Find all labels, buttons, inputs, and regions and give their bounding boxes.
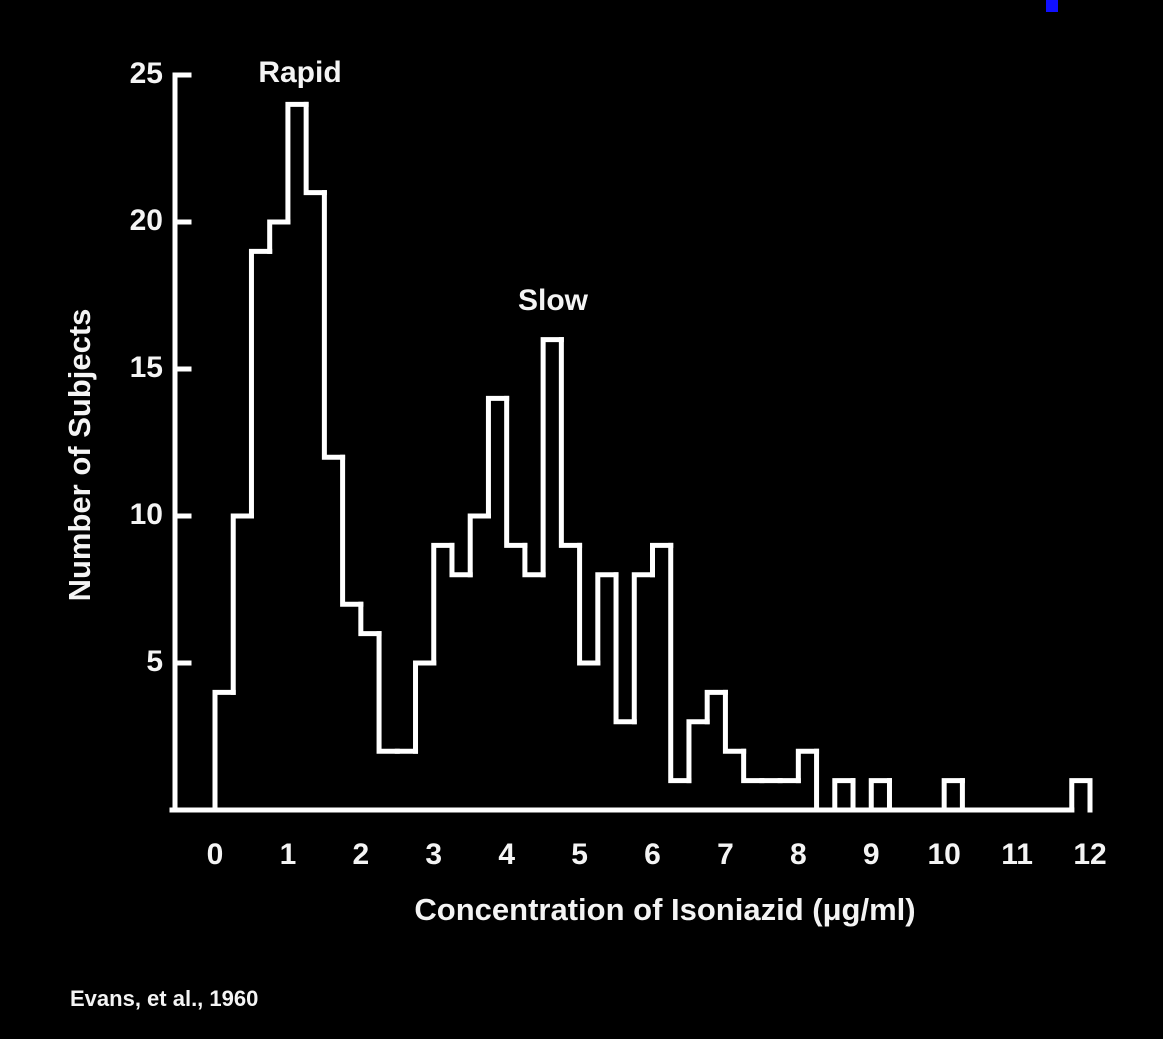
y-tick-label: 10 [130,498,163,531]
annotation: Rapid [258,56,341,89]
bar [467,513,491,578]
bar [832,778,856,813]
bar [814,748,838,813]
bar [959,778,984,813]
x-tick-label: 0 [207,838,224,871]
bar [303,101,327,196]
x-tick-label: 9 [863,838,880,871]
y-tick-label: 5 [146,645,163,678]
x-tick-label: 5 [571,838,588,871]
bar [248,248,273,519]
bar [886,778,911,813]
x-tick-label: 1 [280,838,297,871]
x-tick-label: 10 [927,838,960,871]
x-tick-label: 8 [790,838,807,871]
x-tick-label: 2 [352,838,369,871]
bar [212,689,236,813]
bar [686,719,710,784]
x-axis-label: Concentration of Isoniazid (μg/ml) [414,892,915,927]
y-tick-label: 25 [130,57,163,90]
y-tick-label: 15 [130,351,163,384]
bar [577,542,601,666]
bar [485,395,510,519]
bar [558,337,583,548]
y-tick-label: 20 [130,204,163,237]
bar [285,101,309,225]
bar [431,542,455,666]
bar [941,778,965,813]
x-tick-label: 3 [425,838,442,871]
x-tick-label: 11 [1001,838,1033,871]
annotation: Slow [518,284,589,317]
bar [1069,778,1093,813]
bar [321,190,346,460]
bar [504,395,528,548]
bar [868,778,892,813]
bar [722,689,747,754]
source: Evans, et al., 1960 [70,986,258,1011]
bar [540,337,564,578]
bar [340,454,364,607]
bar [413,660,437,754]
x-tick-label: 4 [498,838,515,871]
bar [704,689,728,725]
y-axis-label: Number of Subjects [62,309,97,602]
x-tick-label: 12 [1073,838,1106,871]
bar [631,572,655,725]
bar [650,542,674,578]
bar [230,513,254,695]
corner-mark [1046,0,1058,12]
bar [850,778,874,813]
bar [449,542,473,578]
x-tick-label: 6 [644,838,661,871]
bar [358,601,382,637]
bar [595,572,619,666]
bar [741,748,765,784]
bar [613,572,637,725]
x-tick-label: 7 [717,838,734,871]
bar [668,542,692,784]
bar [376,631,400,754]
bar [522,542,546,578]
bar [267,219,291,254]
bar [795,748,820,784]
